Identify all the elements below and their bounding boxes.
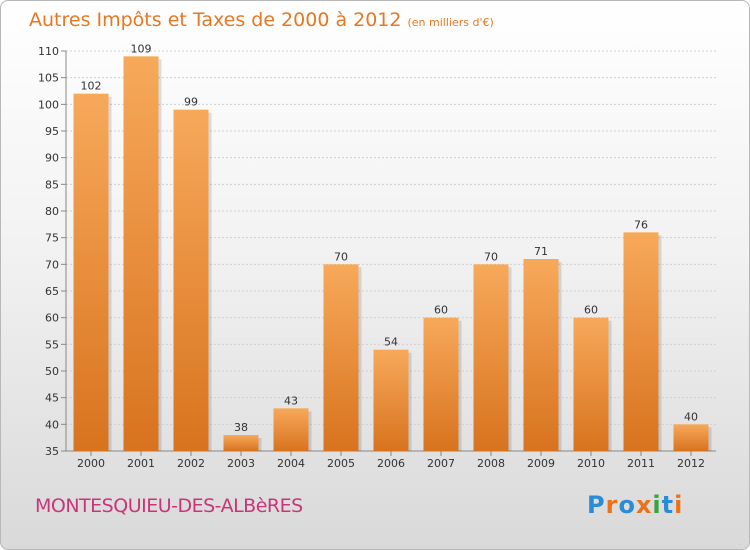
x-tick-label: 2009 [527, 457, 555, 470]
data-label: 99 [184, 96, 198, 109]
y-tick-label: 35 [45, 445, 59, 458]
bar [373, 349, 409, 451]
data-label: 60 [584, 304, 598, 317]
logo-letter: i [674, 491, 684, 519]
x-tick-label: 2004 [277, 457, 305, 470]
data-label: 54 [384, 336, 398, 349]
data-label: 70 [334, 250, 348, 263]
logo-letter: t [661, 491, 675, 519]
y-tick-label: 85 [45, 178, 59, 191]
data-label: 71 [534, 245, 548, 258]
bar [173, 109, 209, 452]
y-tick-label: 100 [38, 98, 59, 111]
logo-letter: r [605, 491, 619, 519]
logo-letter: i [652, 491, 662, 519]
y-tick-label: 50 [45, 365, 59, 378]
data-label: 43 [284, 394, 298, 407]
y-tick-label: 75 [45, 232, 59, 245]
y-tick-label: 65 [45, 285, 59, 298]
bar [123, 56, 159, 451]
bar [523, 259, 559, 451]
bar [673, 424, 709, 451]
logo-letter: o [618, 491, 636, 519]
data-label: 109 [131, 42, 152, 55]
data-label: 60 [434, 304, 448, 317]
proxiti-logo: Proxiti [587, 491, 683, 519]
y-tick-label: 55 [45, 338, 59, 351]
data-label: 76 [634, 218, 648, 231]
data-label: 40 [684, 410, 698, 423]
x-tick-label: 2007 [427, 457, 455, 470]
bar [323, 264, 359, 451]
bar [473, 264, 509, 451]
y-tick-label: 105 [38, 72, 59, 85]
commune-name: MONTESQUIEU-DES-ALBèRES [35, 495, 303, 517]
x-tick-label: 2002 [177, 457, 205, 470]
bar [273, 408, 309, 451]
x-tick-label: 2001 [127, 457, 155, 470]
y-tick-label: 45 [45, 392, 59, 405]
x-tick-label: 2005 [327, 457, 355, 470]
data-label: 38 [234, 421, 248, 434]
bar [423, 317, 459, 451]
bar [623, 232, 659, 451]
bar [73, 93, 109, 452]
y-tick-label: 80 [45, 205, 59, 218]
chart-subtitle: (en milliers d'€) [407, 16, 494, 29]
x-tick-label: 2012 [677, 457, 705, 470]
y-tick-label: 95 [45, 125, 59, 138]
y-tick-label: 60 [45, 312, 59, 325]
y-tick-label: 90 [45, 152, 59, 165]
title-text: Autres Impôts et Taxes de 2000 à 2012 [29, 9, 402, 31]
bar [223, 435, 259, 451]
x-tick-label: 2008 [477, 457, 505, 470]
y-tick-label: 70 [45, 258, 59, 271]
x-tick-label: 2011 [627, 457, 655, 470]
y-tick-label: 110 [38, 45, 59, 58]
bar [573, 317, 609, 451]
x-tick-label: 2010 [577, 457, 605, 470]
y-tick-label: 40 [45, 418, 59, 431]
data-label: 70 [484, 250, 498, 263]
x-tick-label: 2003 [227, 457, 255, 470]
data-label: 102 [81, 80, 102, 93]
x-tick-label: 2000 [77, 457, 105, 470]
chart-title: Autres Impôts et Taxes de 2000 à 2012 (en… [29, 9, 494, 31]
logo-letter: P [587, 491, 606, 519]
x-tick-label: 2006 [377, 457, 405, 470]
logo-letter: x [635, 491, 653, 519]
